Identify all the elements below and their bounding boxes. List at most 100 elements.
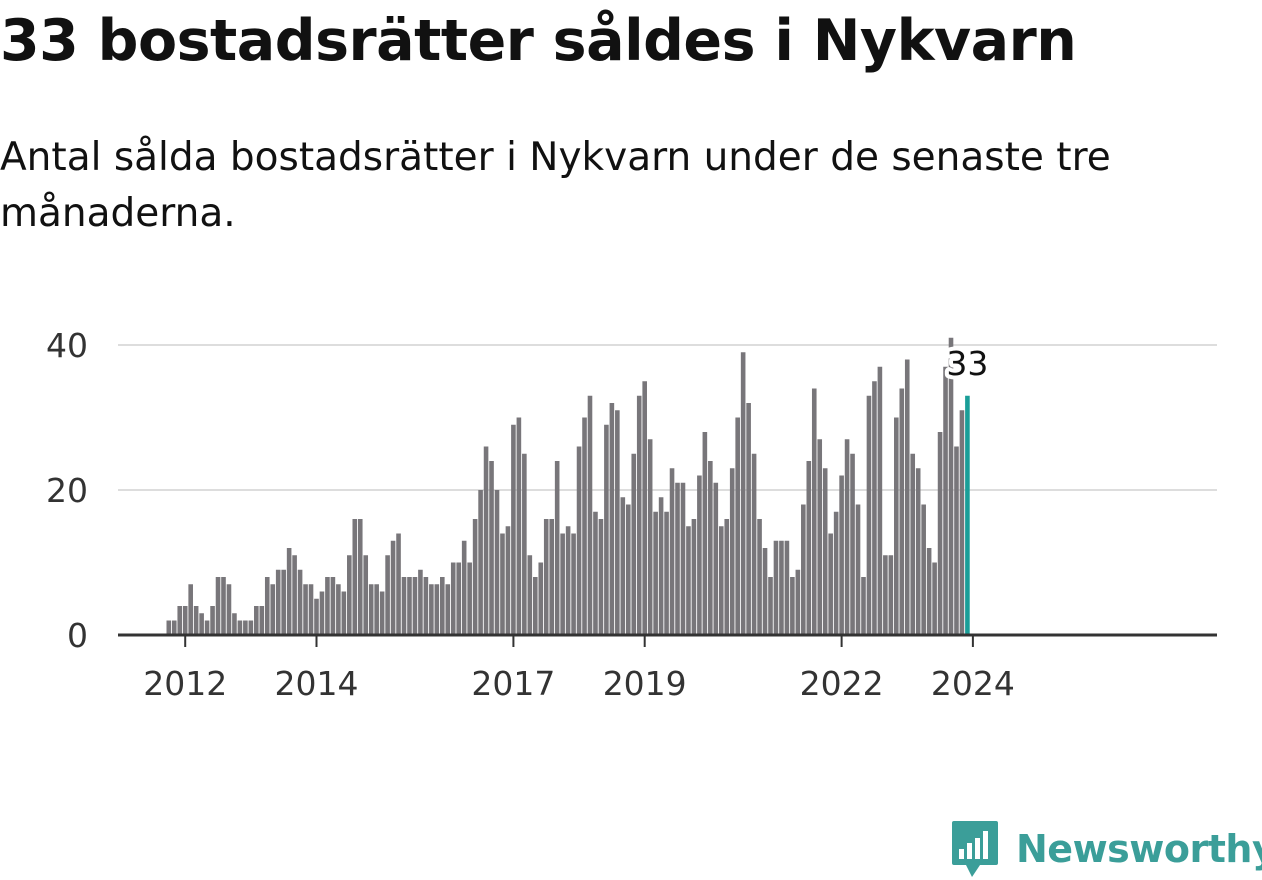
bar [538, 562, 544, 635]
bar [210, 606, 215, 635]
chart-title: 33 bostadsrätter såldes i Nykvarn [0, 8, 1077, 74]
bar [314, 598, 319, 635]
newsworthy-logo-icon [952, 821, 998, 877]
bar [511, 424, 516, 635]
bar [325, 577, 330, 635]
bar [456, 562, 462, 635]
bar [658, 497, 664, 635]
bar [264, 577, 270, 635]
bar [532, 577, 538, 635]
bar [352, 519, 358, 635]
bar [467, 562, 472, 635]
bar [281, 569, 286, 635]
bar [478, 490, 483, 635]
bar [445, 584, 451, 635]
bar [286, 548, 292, 635]
x-tick-label: 2014 [274, 664, 358, 703]
bar [472, 519, 478, 635]
bar [522, 453, 527, 635]
bar [232, 613, 237, 635]
bar [527, 555, 533, 635]
bar [806, 461, 812, 635]
bar [636, 395, 642, 635]
bar [554, 461, 560, 635]
bar [746, 403, 751, 635]
bar [412, 577, 418, 635]
bar [680, 482, 686, 635]
bar [434, 584, 440, 635]
axes [118, 633, 1217, 647]
bar [429, 584, 434, 635]
bar [505, 526, 511, 635]
x-tick-label: 2017 [471, 664, 555, 703]
bar [735, 417, 740, 635]
bar [833, 511, 839, 635]
bar [822, 468, 828, 635]
x-tick-label: 2022 [800, 664, 884, 703]
bar [675, 482, 680, 635]
bar [593, 511, 598, 635]
bar [790, 577, 795, 635]
bar [844, 439, 850, 635]
bar [292, 555, 297, 635]
bar [910, 453, 916, 635]
brand-name: Newsworthy [1016, 827, 1262, 871]
bar [653, 511, 658, 635]
highlight-value-label: 33 [946, 344, 988, 383]
bar [615, 410, 620, 635]
bar [598, 519, 604, 635]
bar [418, 569, 423, 635]
bar [341, 591, 347, 635]
bar [691, 519, 697, 635]
y-tick-label: 0 [67, 616, 88, 655]
bar [631, 453, 637, 635]
bar [243, 620, 248, 635]
bar [385, 555, 390, 635]
bar [215, 577, 221, 635]
bar [199, 613, 204, 635]
labels: 0 20 40 2012 2014 2017 2019 2022 2024 33 [46, 326, 1015, 703]
bar [801, 504, 806, 635]
bar [543, 519, 549, 635]
bar [297, 569, 303, 635]
bar [516, 417, 522, 635]
bar [347, 555, 352, 635]
bar [440, 577, 445, 635]
bar [587, 395, 593, 635]
gridlines [118, 344, 1217, 491]
bar [237, 620, 243, 635]
bar [866, 395, 872, 635]
bar [883, 555, 888, 635]
bar [450, 562, 456, 635]
bar [248, 620, 254, 635]
bar [549, 519, 554, 635]
bar [357, 519, 363, 635]
chart-subtitle: Antal sålda bostadsrätter i Nykvarn unde… [0, 135, 1111, 236]
bar [894, 417, 899, 635]
bar [379, 591, 385, 635]
bar [817, 439, 823, 635]
bar [948, 337, 954, 635]
bar [921, 504, 926, 635]
bar [188, 584, 193, 635]
bar [303, 584, 308, 635]
bar [943, 366, 948, 635]
bar [620, 497, 626, 635]
bar [396, 533, 401, 635]
bar [784, 540, 790, 635]
bar [576, 446, 582, 635]
bar [686, 526, 691, 635]
bar [254, 606, 259, 635]
bar [374, 584, 379, 635]
bar [642, 381, 647, 635]
bar [390, 540, 396, 635]
bar [336, 584, 341, 635]
x-tick-label: 2012 [143, 664, 227, 703]
newsworthy-logo[interactable]: Newsworthy [950, 818, 1262, 880]
bar [937, 432, 943, 635]
bar [193, 606, 199, 635]
bar [811, 388, 817, 635]
bar [461, 540, 467, 635]
bars [166, 337, 970, 635]
